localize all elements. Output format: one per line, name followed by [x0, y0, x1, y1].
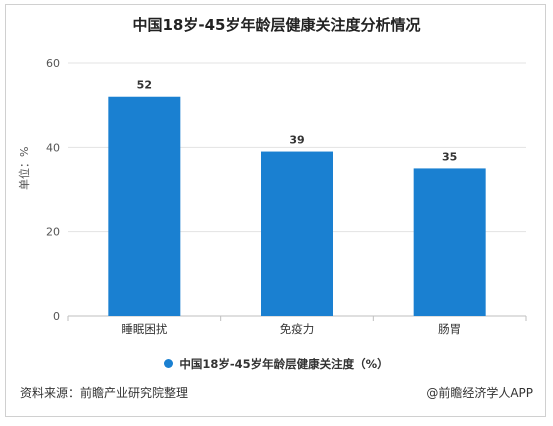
- legend-swatch: [164, 359, 174, 368]
- data-label: 35: [442, 150, 457, 163]
- y-tick-label: 20: [46, 226, 60, 239]
- chart-title: 中国18岁-45岁年龄层健康关注度分析情况: [132, 16, 421, 34]
- data-label: 39: [289, 134, 304, 147]
- data-label: 52: [137, 79, 152, 92]
- bar: [261, 151, 333, 316]
- legend-label: 中国18岁-45岁年龄层健康关注度（%）: [179, 357, 389, 371]
- y-axis-label: 单位：%: [18, 146, 31, 190]
- x-tick-label: 肠胃: [438, 322, 461, 336]
- bar: [108, 96, 181, 316]
- x-tick-label: 睡眠困扰: [121, 322, 167, 336]
- x-tick-label: 免疫力: [280, 322, 315, 336]
- chart-legend: 中国18岁-45岁年龄层健康关注度（%）: [0, 356, 553, 372]
- source-note: 资料来源：前瞻产业研究院整理: [20, 386, 189, 400]
- y-tick-label: 60: [46, 57, 60, 70]
- credit-note: @前瞻经济学人APP: [426, 386, 533, 400]
- y-tick-label: 40: [46, 141, 60, 154]
- bar: [413, 168, 486, 316]
- y-tick-label: 0: [53, 310, 60, 323]
